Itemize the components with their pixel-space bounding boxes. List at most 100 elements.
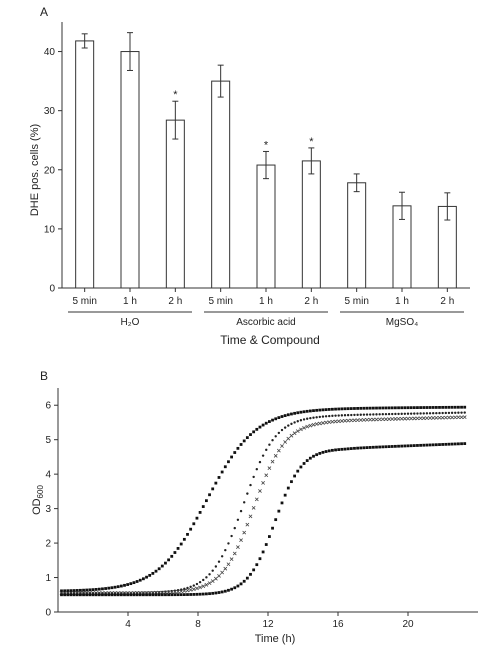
panel-b-point: [403, 406, 407, 410]
panel-b-point: [258, 557, 262, 561]
panel-b-point: [421, 416, 426, 421]
panel-b-point: [443, 415, 448, 420]
panel-b-point: [396, 416, 401, 421]
panel-b-point: [353, 413, 356, 417]
panel-a-group-labels: H₂O Ascorbic acid MgSO₄: [68, 311, 464, 328]
panel-b-point: [403, 412, 407, 415]
panel-b-point: [72, 593, 76, 597]
panel-b-point: [387, 417, 391, 421]
panel-b-point: [173, 593, 177, 597]
panel-b-point: [164, 593, 167, 597]
panel-b-point: [79, 593, 82, 597]
panel-b-point: [79, 588, 82, 592]
panel-b-point: [380, 417, 385, 422]
panel-b-point: [334, 448, 337, 452]
panel-b-point: [425, 443, 429, 447]
panel-b-point: [255, 468, 258, 471]
panel-b-y-tick-label: 3: [45, 504, 51, 515]
panel-b-point: [331, 414, 334, 418]
panel-b-point: [390, 417, 395, 421]
panel-b-point: [362, 406, 366, 410]
panel-b-point: [101, 593, 104, 597]
panel-b-point: [381, 406, 385, 410]
panel-b-point: [233, 526, 236, 530]
panel-b-point: [249, 483, 252, 487]
panel-b-y-tick-label: 6: [45, 401, 51, 412]
panel-b-point: [265, 448, 268, 452]
panel-b-point: [116, 593, 120, 597]
panel-b-point: [119, 584, 123, 588]
panel-b-point: [204, 582, 209, 587]
panel-a-category-label: 2 h: [304, 296, 318, 307]
panel-b-point: [460, 411, 463, 414]
panel-b-point: [220, 470, 224, 474]
panel-b-point: [431, 416, 436, 420]
panel-b-point: [397, 444, 400, 448]
panel-a-bar: [211, 80, 231, 289]
panel-b-point: [450, 442, 454, 446]
panel-b-point: [343, 414, 347, 417]
panel-b-point: [138, 593, 142, 597]
panel-b-point: [210, 579, 215, 583]
panel-b-point: [463, 411, 466, 414]
panel-b-point: [324, 408, 328, 412]
panel-b-point: [258, 489, 262, 493]
panel-b-point: [391, 412, 394, 416]
panel-b-point: [63, 593, 67, 597]
panel-b-point: [308, 423, 313, 428]
panel-b-point: [337, 407, 341, 411]
panel-b-point: [346, 413, 350, 417]
panel-b-point: [283, 493, 287, 497]
panel-b-point: [286, 413, 290, 417]
panel-b-point: [409, 416, 414, 421]
panel-b-point: [198, 511, 202, 514]
panel-b-series: [60, 411, 466, 595]
panel-b-point: [246, 492, 249, 495]
panel-a-category-label: 5 min: [72, 296, 96, 307]
panel-b-point: [428, 443, 432, 447]
panel-a-y-axis-label: DHE pos. cells (%): [29, 124, 41, 216]
panel-b-point: [173, 589, 177, 594]
panel-b-point: [169, 590, 174, 594]
panel-b-point: [438, 443, 441, 446]
panel-b-point: [82, 588, 85, 592]
panel-b-point: [268, 443, 271, 446]
panel-b-y-tick-label: 2: [45, 539, 51, 550]
panel-b-point: [286, 436, 291, 441]
panel-b-point: [425, 412, 429, 415]
panel-b-point: [447, 405, 451, 409]
panel-b-point: [236, 584, 240, 588]
panel-b-point: [437, 415, 442, 420]
panel-b-point: [343, 447, 347, 451]
panel-b-point: [213, 576, 218, 581]
panel-b-point: [346, 447, 350, 451]
panel-b-point: [349, 407, 353, 410]
panel-b-point: [463, 405, 467, 409]
panel-b-point: [227, 588, 230, 592]
panel-b-point: [258, 425, 262, 429]
panel-b-point: [126, 583, 130, 586]
panel-b-point: [72, 589, 76, 592]
panel-b-point: [315, 416, 318, 419]
panel-a-bar: [120, 51, 140, 289]
panel-b-point: [353, 446, 356, 450]
panel-b-point: [198, 580, 202, 584]
panel-b-point: [312, 416, 315, 419]
panel-b-point: [444, 405, 448, 409]
panel-b-point: [462, 415, 467, 420]
panel-b-point: [353, 407, 356, 410]
panel-b-point: [441, 411, 444, 415]
panel-b-point: [374, 417, 379, 422]
panel-b-y-tick-label: 4: [45, 470, 51, 481]
panel-b-point: [302, 462, 306, 465]
panel-b-point: [394, 406, 397, 410]
panel-b-point: [274, 435, 277, 438]
panel-a-label: A: [40, 5, 48, 19]
panel-a-category-labels: 5 min 1 h 2 h 5 min 1 h 2 h 5 min 1 h 2 h: [72, 288, 454, 307]
panel-b-point: [406, 412, 410, 415]
panel-b-point: [371, 406, 375, 410]
panel-b-point: [283, 440, 288, 444]
panel-a-category-label: 1 h: [259, 296, 273, 307]
panel-a-bars: * * *: [75, 32, 457, 289]
panel-b-point: [271, 438, 274, 442]
